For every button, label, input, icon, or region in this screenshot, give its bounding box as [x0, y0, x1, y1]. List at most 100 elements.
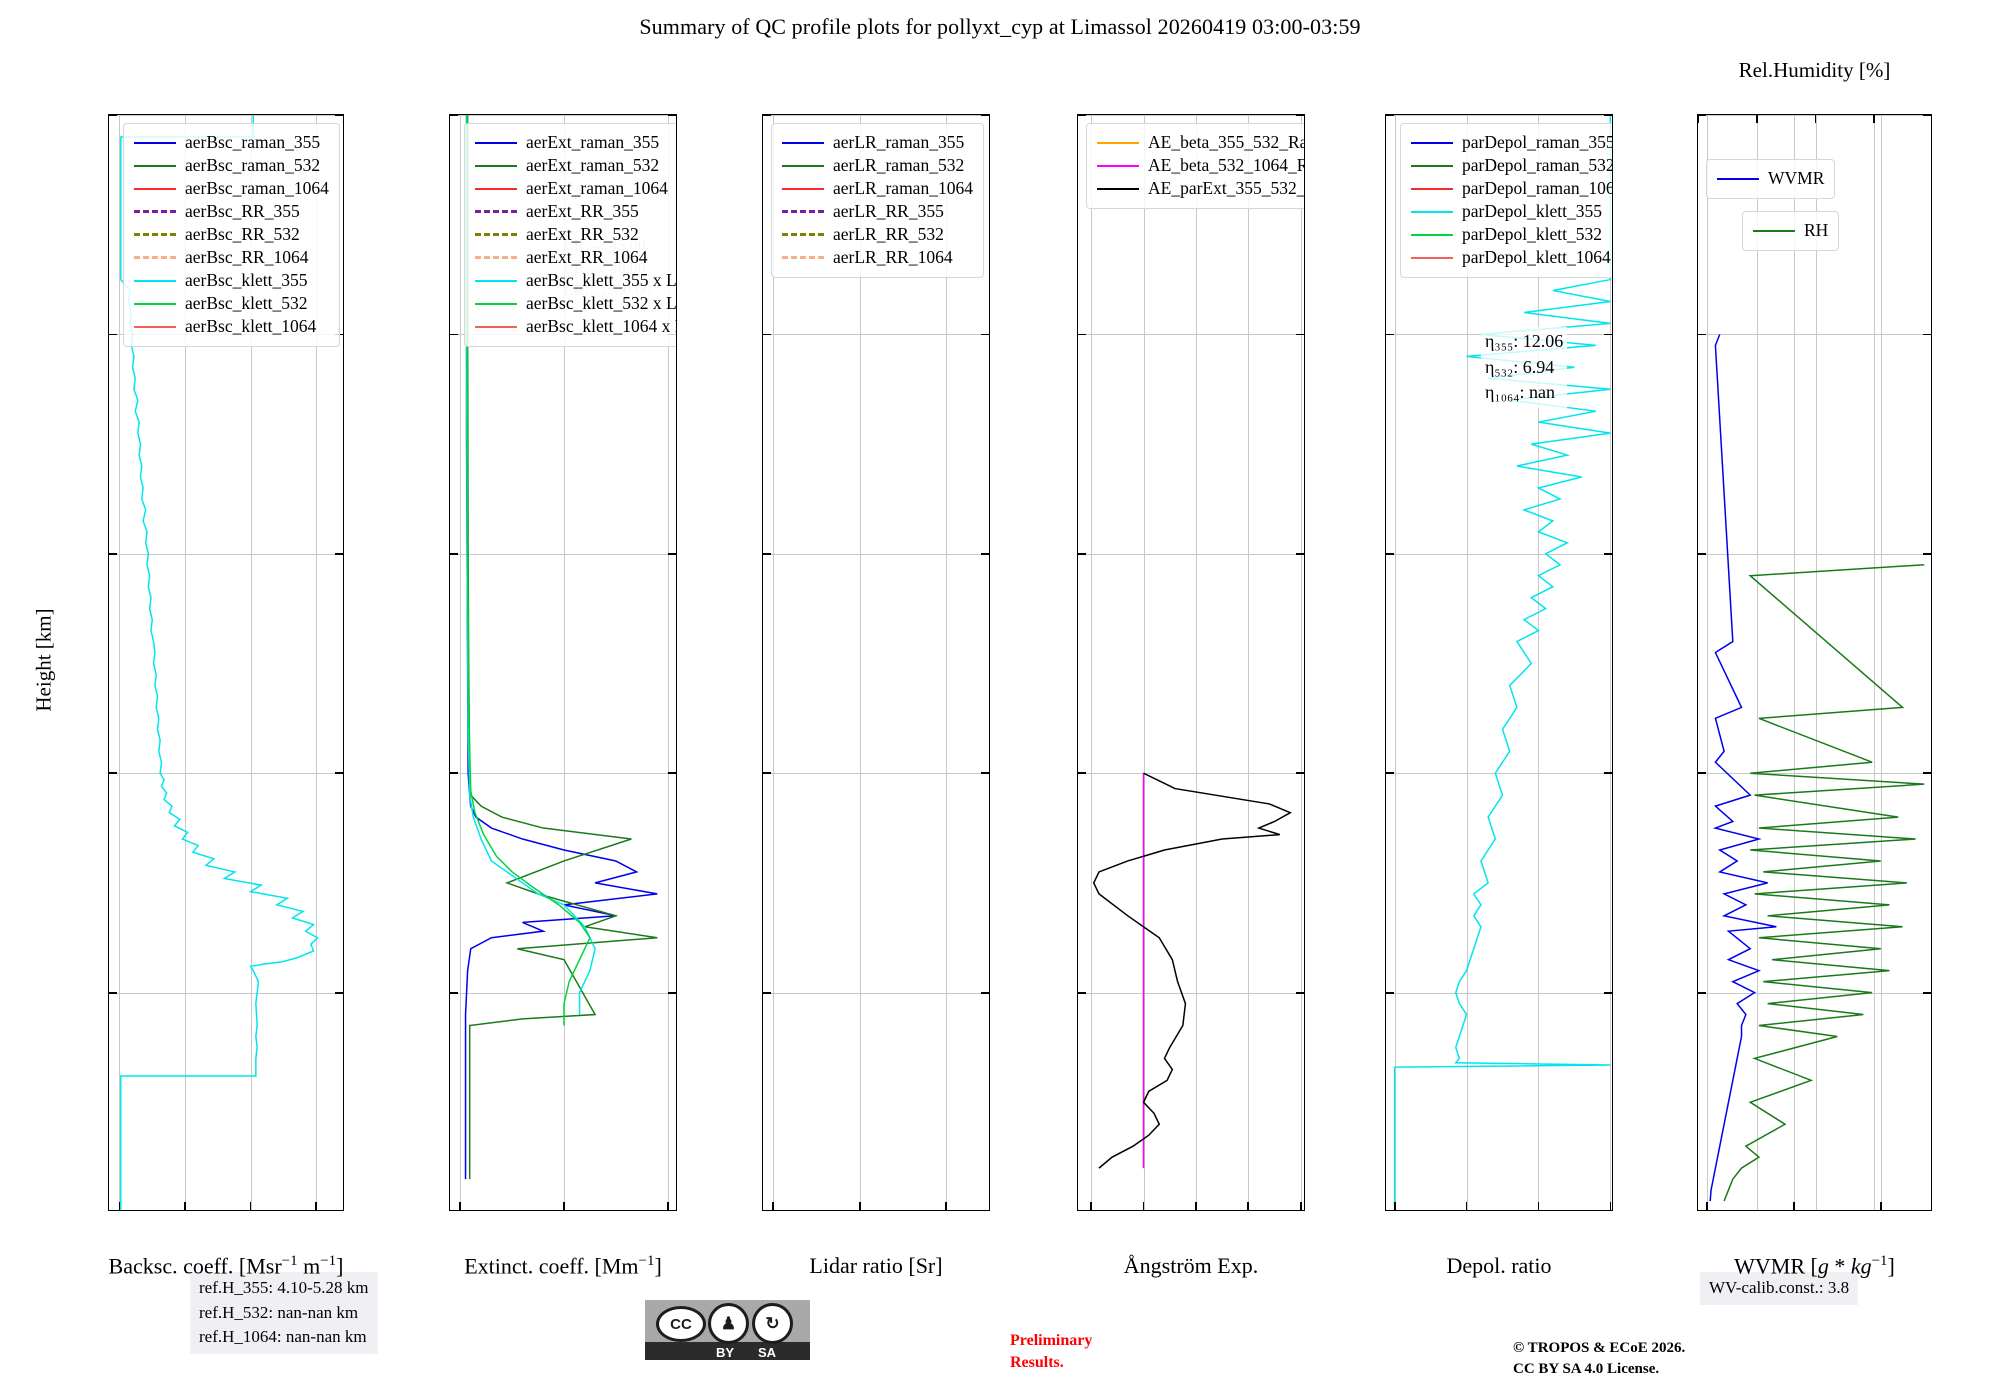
series-layer-backscatter — [120, 115, 319, 1210]
y-tick-mark — [335, 991, 343, 994]
legend-swatch-icon — [134, 141, 176, 144]
legend-item[interactable]: aerBsc_raman_355 — [134, 131, 329, 154]
series-WVMR — [1709, 334, 1777, 1202]
legend-item[interactable]: aerLR_raman_1064 — [782, 177, 973, 200]
plot-area-backscatter: aerBsc_raman_355 aerBsc_raman_532 aerBsc_r… — [109, 115, 343, 1210]
legend-item[interactable]: aerExt_RR_355 — [475, 200, 676, 223]
gridline-h — [763, 992, 989, 994]
legend-item[interactable]: parDepol_klett_355 — [1411, 200, 1612, 223]
legend-item[interactable]: aerBsc_klett_532 — [134, 292, 329, 315]
panel-angstrom: AE_beta_355_532_RamanAE_beta_532_1064_Ra… — [1077, 114, 1305, 1211]
cc-sa-icon: ↻ — [752, 1303, 793, 1344]
legend-item[interactable]: aerExt_raman_355 — [475, 131, 676, 154]
y-tick-mark — [1923, 553, 1931, 555]
x-axis-label-lidar-ratio: Lidar ratio [Sr] — [809, 1253, 943, 1278]
legend-label: parDepol_raman_355 — [1462, 131, 1612, 152]
legend-item[interactable]: WVMR — [1717, 167, 1824, 190]
y-tick-mark — [1698, 991, 1706, 994]
legend-lidar-ratio: aerLR_raman_355 aerLR_raman_532 aerLR_rama… — [771, 123, 984, 278]
legend-item[interactable]: aerBsc_klett_532 x LR — [475, 292, 676, 315]
legend-item[interactable]: aerBsc_raman_532 — [134, 154, 329, 177]
y-tick-mark — [763, 115, 771, 116]
legend-item[interactable]: aerBsc_klett_1064 — [134, 315, 329, 338]
legend-item[interactable]: aerExt_raman_532 — [475, 154, 676, 177]
legend-item[interactable]: aerExt_RR_1064 — [475, 246, 676, 269]
legend-label: aerExt_RR_355 — [526, 200, 639, 221]
legend-item[interactable]: aerBsc_RR_355 — [134, 200, 329, 223]
x-tick-mark — [249, 1202, 252, 1210]
ref-height-1064: ref.H_1064: nan-nan km — [199, 1327, 367, 1347]
gridline-v — [1091, 115, 1093, 1210]
legend-item[interactable]: parDepol_klett_1064 — [1411, 246, 1612, 269]
legend-label: RH — [1804, 219, 1829, 240]
y-tick-mark — [1604, 115, 1612, 116]
y-tick-mark — [1386, 772, 1394, 775]
legend-swatch-icon — [1717, 177, 1759, 180]
gridline-v — [1300, 115, 1302, 1210]
y-tick-mark — [1386, 115, 1394, 116]
legend-angstrom: AE_beta_355_532_RamanAE_beta_532_1064_Ra… — [1086, 123, 1304, 209]
cc-by-icon: ♟ — [708, 1303, 749, 1344]
legend-swatch-icon — [475, 141, 517, 144]
legend-swatch-icon — [134, 233, 176, 236]
legend-item[interactable]: aerBsc_RR_1064 — [134, 246, 329, 269]
legend-label: parDepol_klett_1064 — [1462, 246, 1611, 267]
y-tick-mark — [1604, 772, 1612, 775]
x-axis-label-angstrom: Ångström Exp. — [1123, 1253, 1259, 1278]
y-tick-mark — [1698, 115, 1706, 116]
legend-item[interactable]: aerLR_RR_1064 — [782, 246, 973, 269]
gridline-v — [1143, 115, 1145, 1210]
series-layer-angstrom — [1092, 772, 1292, 1169]
legend-item[interactable]: aerLR_RR_532 — [782, 223, 973, 246]
legend-item[interactable]: RH — [1753, 219, 1828, 242]
y-tick-mark — [450, 333, 458, 336]
legend-item[interactable]: AE_beta_532_1064_Raman — [1097, 154, 1304, 177]
y-tick-mark — [450, 115, 458, 116]
legend-item[interactable]: AE_parExt_355_532_Raman — [1097, 177, 1304, 200]
y-tick-mark — [668, 115, 676, 116]
plot-area-wvmr-rh: WVMR RH — [1698, 115, 1931, 1210]
preliminary-results-note: Preliminary Results. — [1010, 1332, 1093, 1371]
legend-swatch-icon — [475, 279, 517, 282]
legend-item[interactable]: parDepol_raman_532 — [1411, 154, 1612, 177]
gridline-h — [1078, 773, 1304, 775]
legend-item[interactable]: aerLR_RR_355 — [782, 200, 973, 223]
gridline-h — [1386, 553, 1612, 555]
legend-swatch-icon — [1411, 233, 1453, 236]
y-tick-mark — [1923, 333, 1931, 336]
legend-label: aerBsc_klett_532 x LR — [526, 292, 676, 313]
legend-swatch-icon — [134, 302, 176, 305]
legend-item[interactable]: aerBsc_klett_355 x LR — [475, 269, 676, 292]
legend-item[interactable]: aerBsc_RR_532 — [134, 223, 329, 246]
x-tick-mark-top — [1698, 115, 1699, 123]
legend-item[interactable]: aerExt_RR_532 — [475, 223, 676, 246]
legend-label: aerLR_RR_355 — [833, 200, 944, 221]
legend-swatch-icon — [134, 164, 176, 167]
legend-item[interactable]: parDepol_klett_532 — [1411, 223, 1612, 246]
gridline-h — [1078, 334, 1304, 336]
x-tick-mark-top — [1873, 115, 1876, 123]
legend-swatch-icon — [475, 210, 517, 213]
legend-item[interactable]: aerExt_raman_1064 — [475, 177, 676, 200]
x-axis-label-backscatter: Backsc. coeff. [Msr−1 m−1] — [108, 1253, 344, 1279]
x-axis-label-depolarization: Depol. ratio — [1446, 1253, 1552, 1278]
y-tick-mark — [1296, 772, 1304, 775]
gridline-v — [946, 115, 948, 1210]
legend-item[interactable]: AE_beta_355_532_Raman — [1097, 131, 1304, 154]
legend-item[interactable]: aerBsc_raman_1064 — [134, 177, 329, 200]
legend-label: aerBsc_klett_355 x LR — [526, 269, 676, 290]
panel-wvmr-rh: WVMRRH020400255075100 — [1697, 114, 1932, 1211]
legend-item[interactable]: parDepol_raman_355 — [1411, 131, 1612, 154]
legend-item[interactable]: parDepol_raman_1064 — [1411, 177, 1612, 200]
gridline-v — [185, 115, 187, 1210]
legend-item[interactable]: aerLR_raman_532 — [782, 154, 973, 177]
x-tick-mark — [1792, 1202, 1795, 1210]
legend-item[interactable]: aerBsc_klett_1064 x LR — [475, 315, 676, 338]
legend-label: aerLR_RR_532 — [833, 223, 944, 244]
gridline-v — [1706, 115, 1708, 1210]
legend-item[interactable]: aerLR_raman_355 — [782, 131, 973, 154]
x-tick-mark — [1705, 1202, 1708, 1210]
legend-item[interactable]: aerBsc_klett_355 — [134, 269, 329, 292]
legend-swatch-icon — [475, 164, 517, 167]
y-tick-mark — [668, 991, 676, 994]
